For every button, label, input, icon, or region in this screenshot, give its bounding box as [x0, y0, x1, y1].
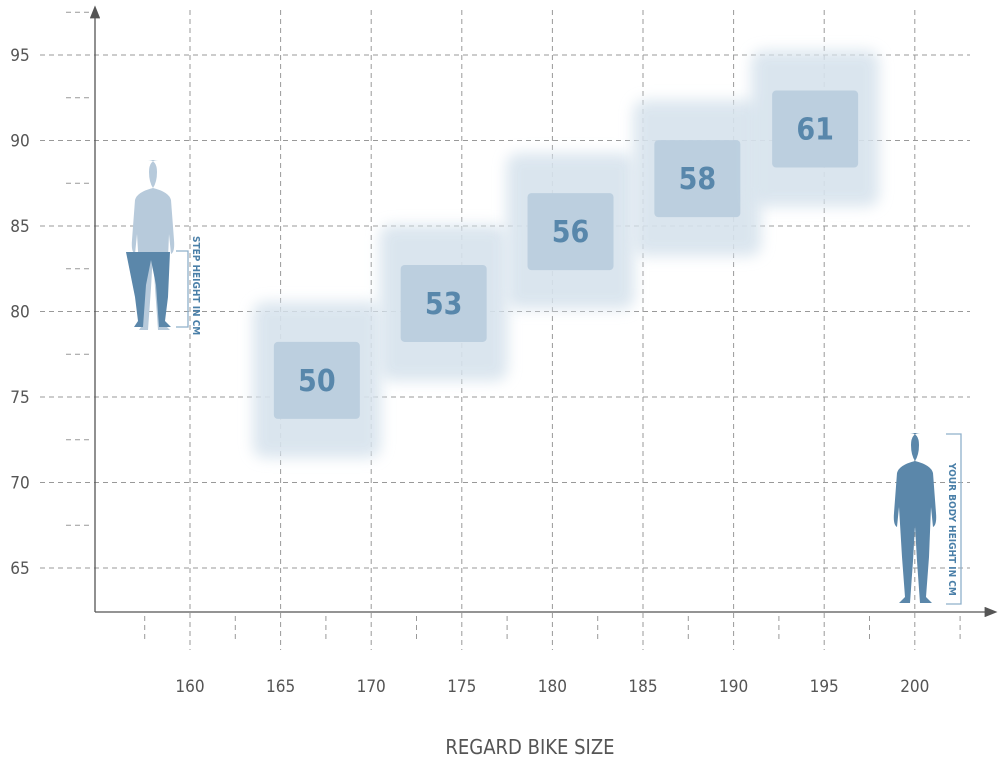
- size-box: [527, 193, 614, 271]
- x-tick-label: 160: [175, 677, 204, 697]
- size-box: [400, 264, 487, 342]
- size-box: [273, 341, 360, 419]
- size-box: [772, 90, 859, 168]
- step-height-figure-icon: STEP HEIGHT IN CM: [126, 160, 201, 335]
- body-height-figure-icon: YOUR BODY HEIGHT IN CM: [893, 433, 962, 605]
- y-tick-label: 65: [10, 559, 29, 579]
- x-tick-label: 180: [538, 677, 567, 697]
- x-tick-label: 195: [810, 677, 839, 697]
- y-tick-label: 75: [10, 388, 29, 408]
- x-tick-label: 165: [266, 677, 295, 697]
- size-label: 61: [796, 113, 834, 148]
- y-tick-label: 85: [10, 217, 29, 237]
- x-tick-label: 175: [447, 677, 476, 697]
- x-tick-label: 200: [900, 677, 929, 697]
- step-height-label: STEP HEIGHT IN CM: [190, 236, 201, 335]
- x-tick-label: 185: [628, 677, 657, 697]
- size-label: 58: [679, 162, 717, 197]
- y-tick-label: 80: [10, 303, 29, 323]
- y-tick-label: 70: [10, 474, 29, 494]
- x-axis-label: REGARD BIKE SIZE: [445, 735, 614, 759]
- x-tick-label: 170: [357, 677, 386, 697]
- size-box: [654, 140, 741, 218]
- y-tick-label: 95: [10, 46, 29, 66]
- size-label: 50: [298, 364, 336, 399]
- y-tick-label: 90: [10, 132, 29, 152]
- size-label: 53: [425, 287, 463, 322]
- x-tick-label: 190: [719, 677, 748, 697]
- body-height-label: YOUR BODY HEIGHT IN CM: [946, 462, 957, 596]
- size-label: 56: [552, 215, 590, 250]
